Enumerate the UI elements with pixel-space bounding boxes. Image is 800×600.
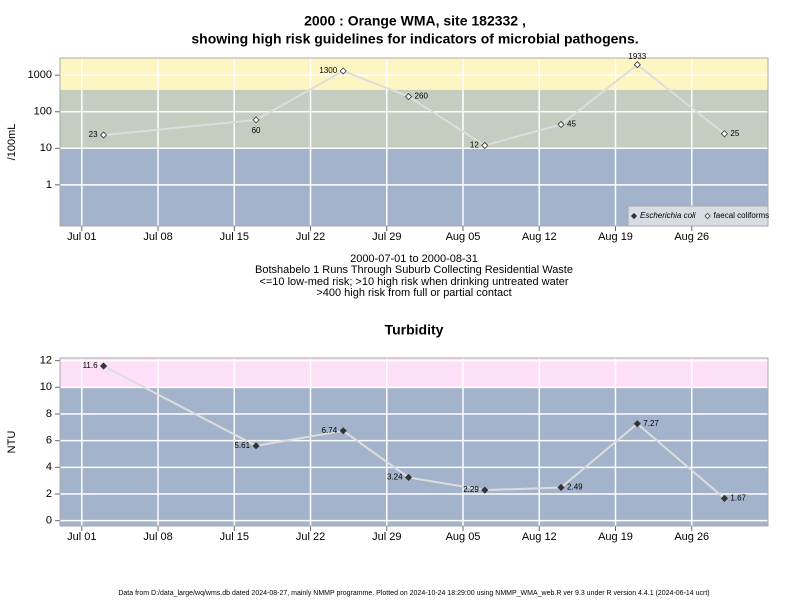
data-point	[252, 116, 260, 124]
y-tick-label: 2	[46, 488, 52, 500]
note: 2000-07-01 to 2000-08-31	[350, 253, 478, 265]
data-point	[481, 141, 489, 149]
data-label: 11.6	[83, 361, 99, 370]
title: 2000 : Orange WMA, site 182332 ,	[304, 13, 526, 29]
y-tick-label: 6	[46, 435, 52, 447]
data-label: 25	[730, 129, 739, 138]
data-label: 2.29	[463, 485, 479, 494]
note: Botshabelo 1 Runs Through Suburb Collect…	[255, 264, 573, 276]
footer: Data from D:/data_large/wq/wms.db dated …	[118, 590, 709, 597]
x-tick-label: Jul 22	[296, 531, 325, 543]
chart-title: Turbidity	[385, 322, 444, 338]
data-point	[633, 61, 641, 69]
y-tick-label: 0	[46, 515, 52, 527]
data-label: 45	[567, 120, 576, 129]
data-point	[720, 494, 728, 502]
x-tick-label: Aug 26	[674, 531, 709, 543]
y-tick-label: 10	[40, 381, 52, 393]
data-point	[339, 427, 347, 435]
risk-band	[60, 387, 768, 526]
data-label: 12	[470, 141, 479, 150]
x-tick-label: Aug 19	[598, 531, 633, 543]
data-label: 1933	[628, 52, 646, 61]
data-point	[100, 362, 108, 370]
x-tick-label: Aug 12	[522, 231, 557, 243]
x-tick-label: Jul 01	[67, 531, 96, 543]
legend-label: Escherichia coli	[640, 211, 696, 220]
x-tick-label: Jul 15	[220, 231, 249, 243]
y-axis-label: NTU	[6, 431, 18, 454]
data-point	[404, 473, 413, 482]
note: <=10 low-med risk; >10 high risk when dr…	[259, 276, 568, 288]
y-tick-label: 1	[46, 179, 52, 191]
data-line	[103, 365, 726, 500]
x-tick-label: Aug 12	[522, 531, 557, 543]
data-label: 5.61	[234, 441, 250, 450]
data-point	[252, 442, 260, 450]
legend-box	[627, 205, 769, 227]
y-tick-label: 100	[34, 106, 52, 118]
y-tick-label: 1000	[28, 69, 52, 81]
data-line	[103, 63, 726, 147]
legend-marker	[704, 212, 711, 220]
data-point	[339, 67, 347, 75]
x-tick-label: Aug 05	[446, 231, 481, 243]
x-tick-label: Jul 22	[296, 231, 325, 243]
data-label: 3.24	[387, 473, 403, 482]
data-point	[481, 486, 489, 494]
data-point	[404, 93, 413, 101]
data-label: 1.67	[730, 494, 746, 503]
data-point	[720, 130, 728, 138]
x-tick-label: Jul 01	[67, 231, 96, 243]
legend-label: faecal coliforms	[714, 211, 770, 220]
data-point	[557, 120, 565, 128]
plot-frame	[59, 357, 769, 527]
note: >400 high risk from full or partial cont…	[316, 287, 511, 299]
x-tick-label: Jul 08	[143, 531, 172, 543]
x-tick-label: Jul 29	[372, 231, 401, 243]
x-tick-label: Jul 29	[372, 531, 401, 543]
data-label: 60	[252, 126, 261, 135]
y-tick-label: 10	[40, 142, 52, 154]
data-label: 7.27	[643, 419, 659, 428]
x-tick-label: Aug 26	[674, 231, 709, 243]
y-tick-label: 8	[46, 408, 52, 420]
y-tick-label: 4	[46, 461, 52, 473]
data-label: 2.49	[567, 483, 583, 492]
legend-marker	[630, 212, 638, 220]
x-tick-label: Jul 08	[143, 231, 172, 243]
x-tick-label: Aug 05	[446, 531, 481, 543]
data-label: 1300	[319, 66, 337, 75]
y-axis-label: /100mL	[6, 124, 18, 161]
y-tick-label: 12	[40, 355, 52, 367]
title: showing high risk guidelines for indicat…	[191, 31, 638, 47]
data-point	[557, 483, 565, 492]
plot-frame	[59, 57, 769, 227]
x-tick-label: Aug 19	[598, 231, 633, 243]
data-point	[633, 420, 641, 428]
data-label: 6.74	[322, 426, 338, 435]
data-label: 23	[89, 130, 98, 139]
risk-band	[60, 358, 768, 388]
data-point	[100, 131, 108, 139]
x-tick-label: Jul 15	[220, 531, 249, 543]
data-label: 260	[415, 92, 429, 101]
